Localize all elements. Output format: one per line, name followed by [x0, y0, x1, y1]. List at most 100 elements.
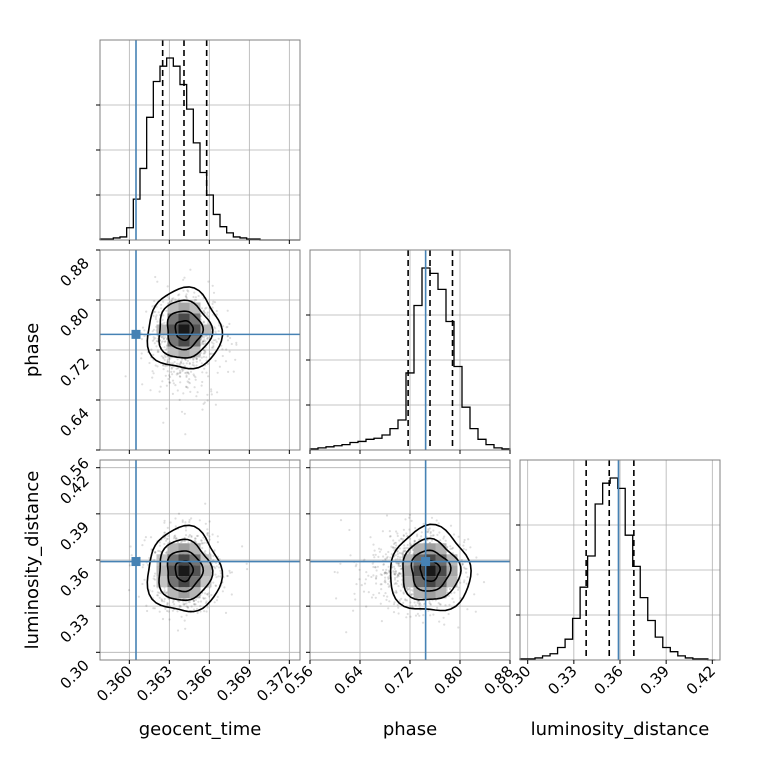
- scatter-geocent-time-vs-luminosity-distance-point: [143, 578, 146, 581]
- scatter-geocent-time-vs-phase-point: [184, 371, 187, 375]
- scatter-phase-vs-luminosity-distance-point: [409, 542, 412, 545]
- scatter-geocent-time-vs-phase-point: [216, 391, 219, 394]
- scatter-geocent-time-vs-phase-point: [140, 357, 143, 360]
- scatter-phase-vs-luminosity-distance-point: [383, 571, 386, 575]
- scatter-phase-vs-luminosity-distance-point: [404, 547, 407, 550]
- scatter-phase-vs-luminosity-distance-point: [420, 531, 423, 534]
- scatter-phase-vs-luminosity-distance-point: [398, 558, 402, 561]
- scatter-phase-vs-luminosity-distance-point: [460, 558, 463, 562]
- scatter-geocent-time-vs-luminosity-distance-point: [184, 526, 187, 529]
- scatter-geocent-time-vs-luminosity-distance-point: [194, 603, 197, 606]
- scatter-geocent-time-vs-phase-point: [194, 376, 197, 379]
- scatter-geocent-time-vs-phase-point: [234, 358, 237, 361]
- scatter-phase-vs-luminosity-distance-point: [372, 543, 375, 546]
- scatter-phase-vs-luminosity-distance-point: [387, 577, 390, 581]
- scatter-phase-vs-luminosity-distance-point: [449, 545, 452, 548]
- scatter-geocent-time-vs-phase-point: [235, 341, 238, 344]
- scatter-phase-vs-luminosity-distance-point: [387, 569, 390, 572]
- scatter-geocent-time-vs-luminosity-distance-point: [217, 566, 220, 569]
- ytick-label-luminosity-distance: 0.33: [56, 610, 92, 646]
- scatter-phase-vs-luminosity-distance-point: [398, 573, 401, 576]
- scatter-geocent-time-vs-phase-point: [159, 385, 162, 388]
- scatter-geocent-time-vs-luminosity-distance-density-cell: [167, 543, 179, 555]
- scatter-geocent-time-vs-phase-contour-0.675: [166, 310, 205, 351]
- scatter-geocent-time-vs-phase-point: [184, 295, 187, 298]
- scatter-geocent-time-vs-luminosity-distance-point: [216, 535, 219, 538]
- scatter-geocent-time-vs-phase-point: [179, 381, 182, 384]
- scatter-phase-vs-luminosity-distance-point: [336, 571, 339, 574]
- scatter-phase-vs-luminosity-distance-point: [384, 576, 387, 579]
- scatter-phase-vs-luminosity-distance-point: [373, 549, 376, 552]
- scatter-phase-vs-luminosity-distance-point: [463, 541, 466, 544]
- scatter-phase-vs-luminosity-distance-point: [387, 576, 390, 579]
- scatter-phase-vs-luminosity-distance-point: [432, 529, 435, 532]
- scatter-phase-vs-luminosity-distance-point: [419, 603, 422, 606]
- ytick-label-phase: 0.88: [56, 254, 92, 290]
- scatter-geocent-time-vs-luminosity-distance-density-cell: [189, 587, 201, 599]
- scatter-geocent-time-vs-phase-point: [193, 364, 196, 367]
- scatter-geocent-time-vs-luminosity-distance-point: [180, 540, 184, 543]
- scatter-geocent-time-vs-phase-point: [170, 366, 173, 369]
- scatter-phase-vs-luminosity-distance-point: [423, 603, 426, 606]
- scatter-geocent-time-vs-phase-point: [167, 377, 170, 381]
- scatter-geocent-time-vs-luminosity-distance-point: [165, 591, 168, 594]
- scatter-phase-vs-luminosity-distance-point: [353, 592, 356, 595]
- scatter-phase-vs-luminosity-distance-point: [475, 556, 478, 559]
- scatter-geocent-time-vs-luminosity-distance-point: [164, 607, 167, 611]
- scatter-geocent-time-vs-luminosity-distance-point: [183, 603, 186, 606]
- scatter-geocent-time-vs-luminosity-distance-point: [156, 594, 160, 597]
- scatter-geocent-time-vs-phase-point: [160, 355, 163, 358]
- scatter-geocent-time-vs-luminosity-distance-point: [178, 600, 181, 603]
- scatter-geocent-time-vs-luminosity-distance-point: [202, 536, 205, 539]
- scatter-geocent-time-vs-luminosity-distance-point: [174, 537, 178, 541]
- scatter-geocent-time-vs-luminosity-distance-point: [172, 537, 176, 540]
- scatter-geocent-time-vs-luminosity-distance-contour-0.118: [146, 524, 224, 613]
- scatter-geocent-time-vs-phase-point: [206, 322, 209, 325]
- scatter-geocent-time-vs-phase-point: [184, 358, 187, 361]
- scatter-geocent-time-vs-phase-point: [178, 398, 181, 401]
- scatter-geocent-time-vs-luminosity-distance-point: [183, 602, 186, 605]
- scatter-phase-vs-luminosity-distance-point: [443, 535, 446, 538]
- scatter-phase-vs-luminosity-distance-point: [373, 556, 376, 559]
- scatter-geocent-time-vs-luminosity-distance-point: [224, 611, 228, 615]
- scatter-geocent-time-vs-luminosity-distance-point: [226, 574, 229, 578]
- scatter-geocent-time-vs-luminosity-distance-point: [190, 605, 193, 608]
- scatter-geocent-time-vs-phase-point: [193, 374, 196, 377]
- scatter-phase-vs-luminosity-distance-point: [384, 557, 387, 560]
- scatter-geocent-time-vs-phase-point: [170, 300, 173, 303]
- scatter-geocent-time-vs-phase-point: [164, 340, 167, 343]
- scatter-phase-vs-luminosity-distance-point: [396, 550, 399, 553]
- scatter-geocent-time-vs-luminosity-distance-point: [173, 535, 176, 538]
- hist-phase-panel: [310, 250, 510, 450]
- scatter-phase-vs-luminosity-distance-density-cell: [446, 565, 458, 577]
- scatter-phase-vs-luminosity-distance-point: [417, 538, 420, 541]
- scatter-geocent-time-vs-phase-point: [180, 360, 183, 363]
- scatter-geocent-time-vs-luminosity-distance-density-cell: [189, 554, 201, 566]
- scatter-geocent-time-vs-phase-point: [229, 336, 232, 340]
- scatter-phase-vs-luminosity-distance-point: [395, 591, 398, 594]
- scatter-geocent-time-vs-luminosity-distance-point: [185, 605, 188, 608]
- scatter-geocent-time-vs-phase-point: [180, 410, 184, 413]
- scatter-geocent-time-vs-phase-point: [140, 352, 143, 355]
- scatter-phase-vs-luminosity-distance-point: [413, 601, 416, 604]
- scatter-geocent-time-vs-luminosity-distance-point: [177, 512, 181, 515]
- scatter-geocent-time-vs-luminosity-distance-point: [149, 536, 153, 539]
- xtick-label-luminosity-distance: 0.36: [590, 662, 626, 698]
- scatter-geocent-time-vs-luminosity-distance-point: [206, 534, 209, 537]
- xtick-label-luminosity-distance: 0.39: [637, 662, 673, 698]
- scatter-phase-vs-luminosity-distance-point: [384, 592, 387, 595]
- scatter-phase-vs-luminosity-distance-point: [402, 538, 405, 541]
- scatter-geocent-time-vs-luminosity-distance-point: [141, 544, 144, 547]
- scatter-geocent-time-vs-luminosity-distance-point: [192, 599, 195, 602]
- scatter-geocent-time-vs-phase-point: [207, 315, 210, 318]
- scatter-geocent-time-vs-phase-point: [167, 297, 171, 300]
- scatter-phase-vs-luminosity-distance-point: [335, 597, 338, 600]
- scatter-geocent-time-vs-phase-point: [152, 328, 155, 331]
- scatter-geocent-time-vs-phase-contour-0.118: [146, 286, 224, 370]
- scatter-geocent-time-vs-luminosity-distance-point: [204, 597, 207, 600]
- scatter-geocent-time-vs-luminosity-distance-point: [144, 536, 147, 539]
- scatter-phase-vs-luminosity-distance-point: [404, 599, 407, 602]
- scatter-geocent-time-vs-phase-point: [210, 393, 213, 396]
- scatter-phase-vs-luminosity-distance-point: [431, 534, 434, 537]
- scatter-phase-vs-luminosity-distance-density-cell: [402, 554, 414, 566]
